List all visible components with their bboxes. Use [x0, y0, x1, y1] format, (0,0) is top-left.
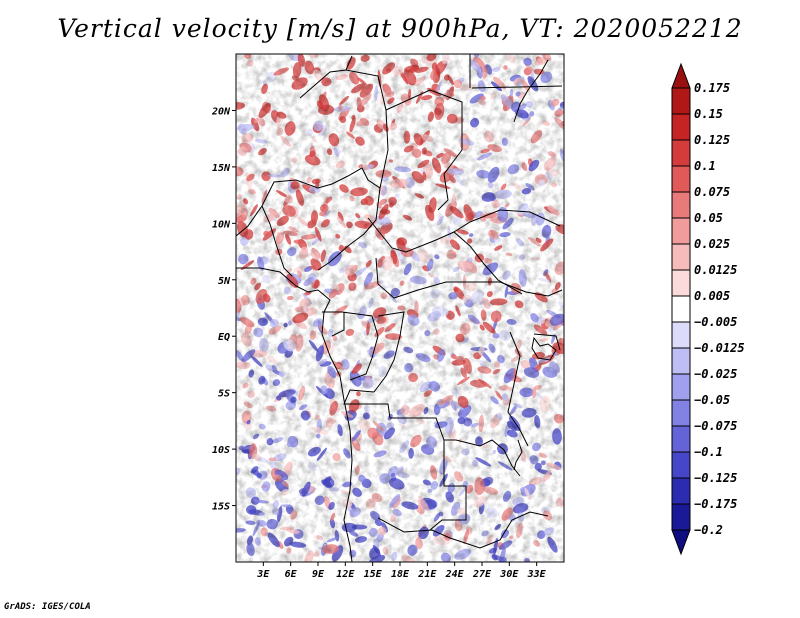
colorbar-label: 0.05 — [694, 211, 723, 225]
lon-tick-label: 30E — [499, 569, 519, 580]
border-line — [322, 311, 379, 381]
colorbar-label: 0.15 — [694, 107, 723, 121]
colorbar-segment — [671, 87, 691, 115]
border-line — [507, 331, 529, 447]
colorbar-label: −0.125 — [694, 471, 737, 485]
colorbar-segment — [671, 295, 691, 323]
colorbar-label: −0.005 — [694, 315, 737, 329]
lat-tick-label: 10S — [212, 445, 230, 456]
country-borders — [236, 54, 563, 562]
map-title: Vertical velocity [m/s] at 900hPa, VT: 2… — [57, 14, 743, 43]
colorbar-label: 0.075 — [694, 185, 730, 199]
colorbar-label: −0.175 — [694, 497, 737, 511]
lon-tick-label: 9E — [312, 569, 325, 580]
coastline — [236, 267, 353, 562]
border-line — [331, 312, 345, 337]
colorbar-segment — [671, 269, 691, 297]
colorbar-label: 0.0125 — [694, 263, 737, 277]
colorbar-label: −0.1 — [694, 445, 723, 459]
lon-tick-label: 12E — [336, 569, 355, 580]
colorbar-segment — [671, 451, 691, 479]
colorbar-arrow-bottom — [671, 529, 691, 556]
colorbar-segment — [671, 399, 691, 427]
colorbar-segment — [671, 477, 691, 505]
colorbar-segment — [671, 373, 691, 401]
lat-tick-label: 5N — [218, 276, 231, 287]
field-texture — [236, 54, 564, 562]
border-line — [373, 311, 405, 393]
lon-tick-label: 24E — [445, 569, 465, 580]
colorbar-label: 0.1 — [694, 159, 716, 173]
colorbar-segment — [671, 321, 691, 349]
border-line — [261, 205, 293, 277]
colorbar-segment — [671, 113, 691, 141]
lon-tick-label: 15E — [364, 569, 383, 580]
colorbar-label: −0.025 — [694, 367, 737, 381]
colorbar-segment — [671, 191, 691, 219]
lon-tick-label: 27E — [472, 569, 492, 580]
border-line — [375, 257, 563, 299]
colorbar-label: −0.2 — [694, 523, 723, 537]
border-line — [453, 209, 561, 233]
border-line — [299, 55, 353, 99]
colorbar-label: −0.075 — [694, 419, 737, 433]
lon-tick-label: 21E — [417, 569, 437, 580]
lon-tick-label: 33E — [527, 569, 547, 580]
border-line — [533, 333, 561, 351]
lat-tick-label: 20N — [211, 106, 231, 117]
border-line — [385, 89, 463, 211]
colorbar-segment — [671, 503, 691, 531]
border-line — [377, 511, 549, 549]
colorbar-segment — [671, 347, 691, 375]
colorbar-arrow-top — [671, 62, 691, 89]
lon-tick-label: 18E — [391, 569, 410, 580]
latitude-axis: 20N 15N 10N 5N EQ 5S 10S 15S — [211, 106, 236, 513]
lon-tick-label: 6E — [285, 569, 298, 580]
colorbar: 0.175 0.15 0.125 0.1 0.075 0.05 0.025 0.0125 0.0… — [671, 62, 745, 556]
river-line — [513, 59, 549, 123]
lat-tick-label: EQ — [218, 332, 230, 343]
grads-credit: GrADS: IGES/COLA — [4, 602, 91, 612]
border-line — [236, 167, 381, 271]
lake-shore — [513, 439, 523, 471]
lat-tick-label: 15S — [212, 502, 230, 513]
colorbar-segment — [671, 217, 691, 245]
colorbar-segment — [671, 243, 691, 271]
lon-tick-label: 3E — [256, 569, 270, 580]
lake-shore — [531, 336, 557, 361]
colorbar-label: −0.05 — [694, 393, 730, 407]
lat-tick-label: 5S — [218, 389, 230, 400]
colorbar-segment — [671, 425, 691, 453]
border-line — [429, 440, 467, 531]
map-panel — [236, 54, 564, 562]
lat-tick-label: 15N — [212, 163, 231, 174]
colorbar-label: 0.175 — [694, 81, 730, 95]
colorbar-label: 0.125 — [694, 133, 730, 147]
colorbar-segment — [671, 165, 691, 193]
colorbar-label: 0.025 — [694, 237, 730, 251]
lat-tick-label: 10N — [212, 219, 231, 230]
longitude-axis: 3E 6E 9E 12E 15E 18E 21E 24E 27E 30E 33E — [256, 562, 547, 580]
colorbar-label: −0.0125 — [694, 341, 745, 355]
colorbar-label: 0.005 — [694, 289, 730, 303]
colorbar-segment — [671, 139, 691, 167]
border-line — [471, 85, 563, 89]
